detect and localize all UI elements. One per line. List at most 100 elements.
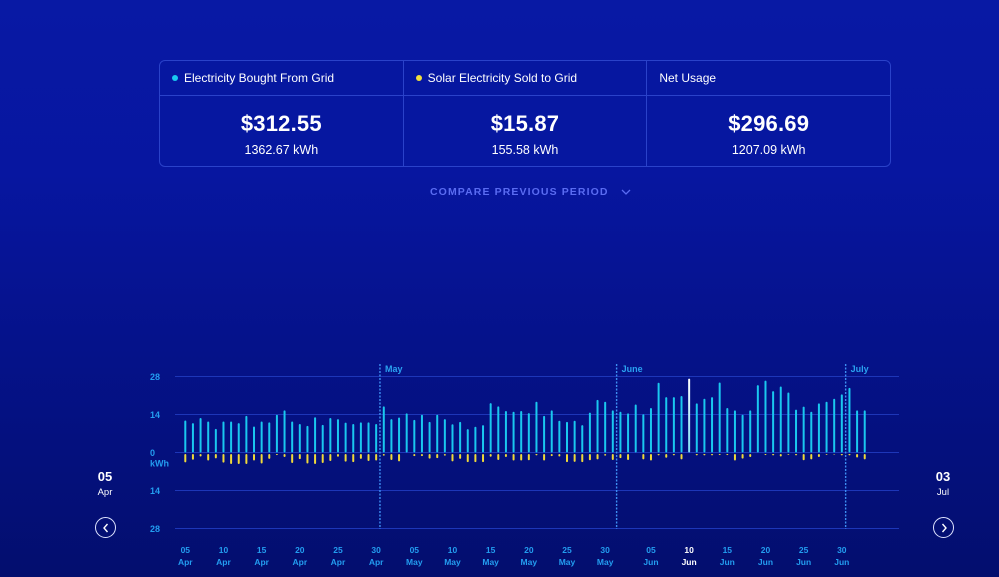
x-tick-month[interactable]: Jun — [758, 557, 773, 567]
x-tick-month[interactable]: Jun — [643, 557, 658, 567]
sold-bar[interactable] — [245, 454, 248, 465]
bought-bar[interactable] — [375, 424, 378, 453]
bought-bar[interactable] — [390, 419, 393, 453]
sold-bar[interactable] — [550, 454, 553, 457]
bought-bar[interactable] — [268, 422, 271, 453]
bought-bar[interactable] — [863, 410, 866, 453]
sold-bar[interactable] — [733, 454, 736, 461]
sold-bar[interactable] — [695, 454, 698, 456]
bought-bar[interactable] — [596, 399, 599, 453]
x-tick-day[interactable]: 20 — [761, 545, 771, 555]
x-tick-month[interactable]: Apr — [369, 557, 384, 567]
bought-bar[interactable] — [405, 413, 408, 453]
bought-bar[interactable] — [772, 391, 775, 453]
next-period-button[interactable] — [933, 517, 954, 538]
bought-bar[interactable] — [314, 417, 317, 453]
bought-bar[interactable] — [237, 423, 240, 453]
bought-bar[interactable] — [329, 418, 332, 453]
bought-bar[interactable] — [642, 414, 645, 453]
bought-bar[interactable] — [840, 394, 843, 453]
sold-bar[interactable] — [253, 454, 256, 461]
sold-bar[interactable] — [703, 454, 706, 456]
sold-bar[interactable] — [718, 454, 721, 456]
bought-bar[interactable] — [443, 419, 446, 453]
bought-bar[interactable] — [321, 424, 324, 453]
bought-bar[interactable] — [848, 387, 851, 453]
sold-bar[interactable] — [184, 454, 187, 463]
bought-bar[interactable] — [451, 424, 454, 453]
sold-bar[interactable] — [817, 454, 820, 457]
sold-bar[interactable] — [527, 454, 530, 461]
x-tick-day[interactable]: 20 — [524, 545, 534, 555]
bought-bar[interactable] — [695, 403, 698, 453]
bought-bar[interactable] — [512, 411, 515, 453]
bought-bar[interactable] — [466, 429, 469, 453]
sold-bar[interactable] — [398, 454, 401, 462]
sold-bar[interactable] — [558, 454, 561, 457]
sold-bar[interactable] — [627, 454, 630, 460]
sold-bar[interactable] — [420, 454, 423, 457]
sold-bar[interactable] — [596, 454, 599, 460]
sold-bar[interactable] — [443, 454, 446, 456]
bought-bar[interactable] — [359, 422, 362, 453]
bought-bar[interactable] — [298, 424, 301, 453]
bought-bar[interactable] — [856, 410, 859, 453]
bought-bar[interactable] — [199, 418, 202, 453]
bought-bar[interactable] — [352, 424, 355, 453]
sold-bar[interactable] — [848, 454, 851, 456]
x-tick-day[interactable]: 25 — [333, 545, 343, 555]
bought-bar[interactable] — [718, 382, 721, 453]
sold-bar[interactable] — [344, 454, 347, 462]
sold-bar[interactable] — [604, 454, 607, 456]
bought-bar[interactable] — [291, 421, 294, 453]
x-tick-day[interactable]: 15 — [723, 545, 733, 555]
sold-bar[interactable] — [680, 454, 683, 460]
sold-bar[interactable] — [504, 454, 507, 457]
sold-bar[interactable] — [749, 454, 752, 457]
bought-bar[interactable] — [413, 419, 416, 453]
sold-bar[interactable] — [336, 454, 339, 457]
x-tick-month[interactable]: Jun — [834, 557, 849, 567]
bought-bar[interactable] — [504, 410, 507, 453]
sold-bar[interactable] — [451, 454, 454, 462]
bought-bar[interactable] — [741, 414, 744, 453]
x-tick-month[interactable]: Apr — [331, 557, 346, 567]
sold-bar[interactable] — [283, 454, 286, 457]
sold-bar[interactable] — [306, 454, 309, 464]
bought-bar[interactable] — [649, 407, 652, 453]
sold-bar[interactable] — [359, 454, 362, 459]
sold-bar[interactable] — [642, 454, 645, 460]
bought-bar[interactable] — [382, 406, 385, 453]
sold-bar[interactable] — [199, 454, 202, 457]
sold-bar[interactable] — [588, 454, 591, 461]
sold-bar[interactable] — [802, 454, 805, 461]
x-tick-day[interactable]: 25 — [799, 545, 809, 555]
sold-bar[interactable] — [260, 454, 263, 464]
bought-bar[interactable] — [833, 398, 836, 453]
x-tick-day[interactable]: 10 — [684, 545, 694, 555]
bought-bar[interactable] — [711, 397, 714, 453]
x-tick-month[interactable]: May — [406, 557, 423, 567]
previous-period-button[interactable] — [95, 517, 116, 538]
sold-bar[interactable] — [390, 454, 393, 460]
bought-bar[interactable] — [627, 413, 630, 453]
bought-bar[interactable] — [604, 401, 607, 453]
bought-bar[interactable] — [795, 409, 798, 453]
bought-bar[interactable] — [588, 412, 591, 453]
sold-bar[interactable] — [321, 454, 324, 463]
x-tick-month[interactable]: Apr — [178, 557, 193, 567]
bought-bar[interactable] — [550, 410, 553, 453]
bought-bar[interactable] — [619, 411, 622, 453]
x-tick-day[interactable]: 30 — [371, 545, 381, 555]
bought-bar[interactable] — [191, 423, 194, 453]
bought-bar[interactable] — [665, 397, 668, 453]
sold-bar[interactable] — [298, 454, 301, 460]
bought-bar[interactable] — [787, 392, 790, 453]
bought-bar[interactable] — [520, 410, 523, 453]
x-tick-day[interactable]: 05 — [181, 545, 191, 555]
sold-bar[interactable] — [314, 454, 317, 465]
x-tick-month[interactable]: Jun — [720, 557, 735, 567]
bought-bar[interactable] — [703, 398, 706, 453]
bought-bar[interactable] — [825, 401, 828, 453]
bought-bar[interactable] — [657, 382, 660, 453]
